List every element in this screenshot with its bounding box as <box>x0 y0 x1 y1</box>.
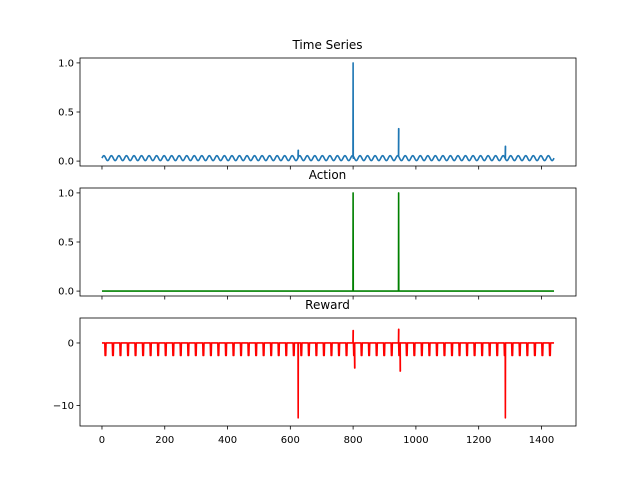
time-series-axes-frame <box>79 57 577 167</box>
action-ytick-label: 0.5 <box>58 238 74 249</box>
reward-xtick-label: 1400 <box>529 435 554 446</box>
action-ytick-label: 0.0 <box>58 287 74 298</box>
reward-xtick-label: 1200 <box>466 435 491 446</box>
time-series-ytick-label: 1.0 <box>58 58 74 69</box>
reward-axes-frame <box>79 317 577 427</box>
action-axes-frame <box>79 187 577 297</box>
reward-ytick-label: 0 <box>68 338 74 349</box>
time-series-title: Time Series <box>291 38 362 52</box>
reward-xtick-label: 1000 <box>403 435 428 446</box>
reward-xtick-label: 400 <box>218 435 237 446</box>
reward-xtick-label: 0 <box>99 435 105 446</box>
reward-xtick-label: 800 <box>344 435 363 446</box>
time-series-panel: 0.0 0.5 1.0 Time Series <box>58 38 577 170</box>
reward-ytick-label: −10 <box>53 401 74 412</box>
reward-xtick-label: 200 <box>155 435 174 446</box>
reward-xtick-label: 600 <box>281 435 300 446</box>
action-panel: 0.0 0.5 1.0 Action <box>58 168 577 300</box>
reward-panel: 0 −10 0 200 400 600 800 1000 1200 1400 Reward <box>53 298 577 446</box>
time-series-ytick-label: 0.5 <box>58 108 74 119</box>
reward-series-line <box>101 328 555 419</box>
action-title: Action <box>309 168 347 182</box>
reward-title: Reward <box>305 298 350 312</box>
action-ytick-label: 1.0 <box>58 188 74 199</box>
action-series-line <box>101 192 555 292</box>
time-series-series-line <box>101 62 555 162</box>
time-series-ytick-label: 0.0 <box>58 157 74 168</box>
